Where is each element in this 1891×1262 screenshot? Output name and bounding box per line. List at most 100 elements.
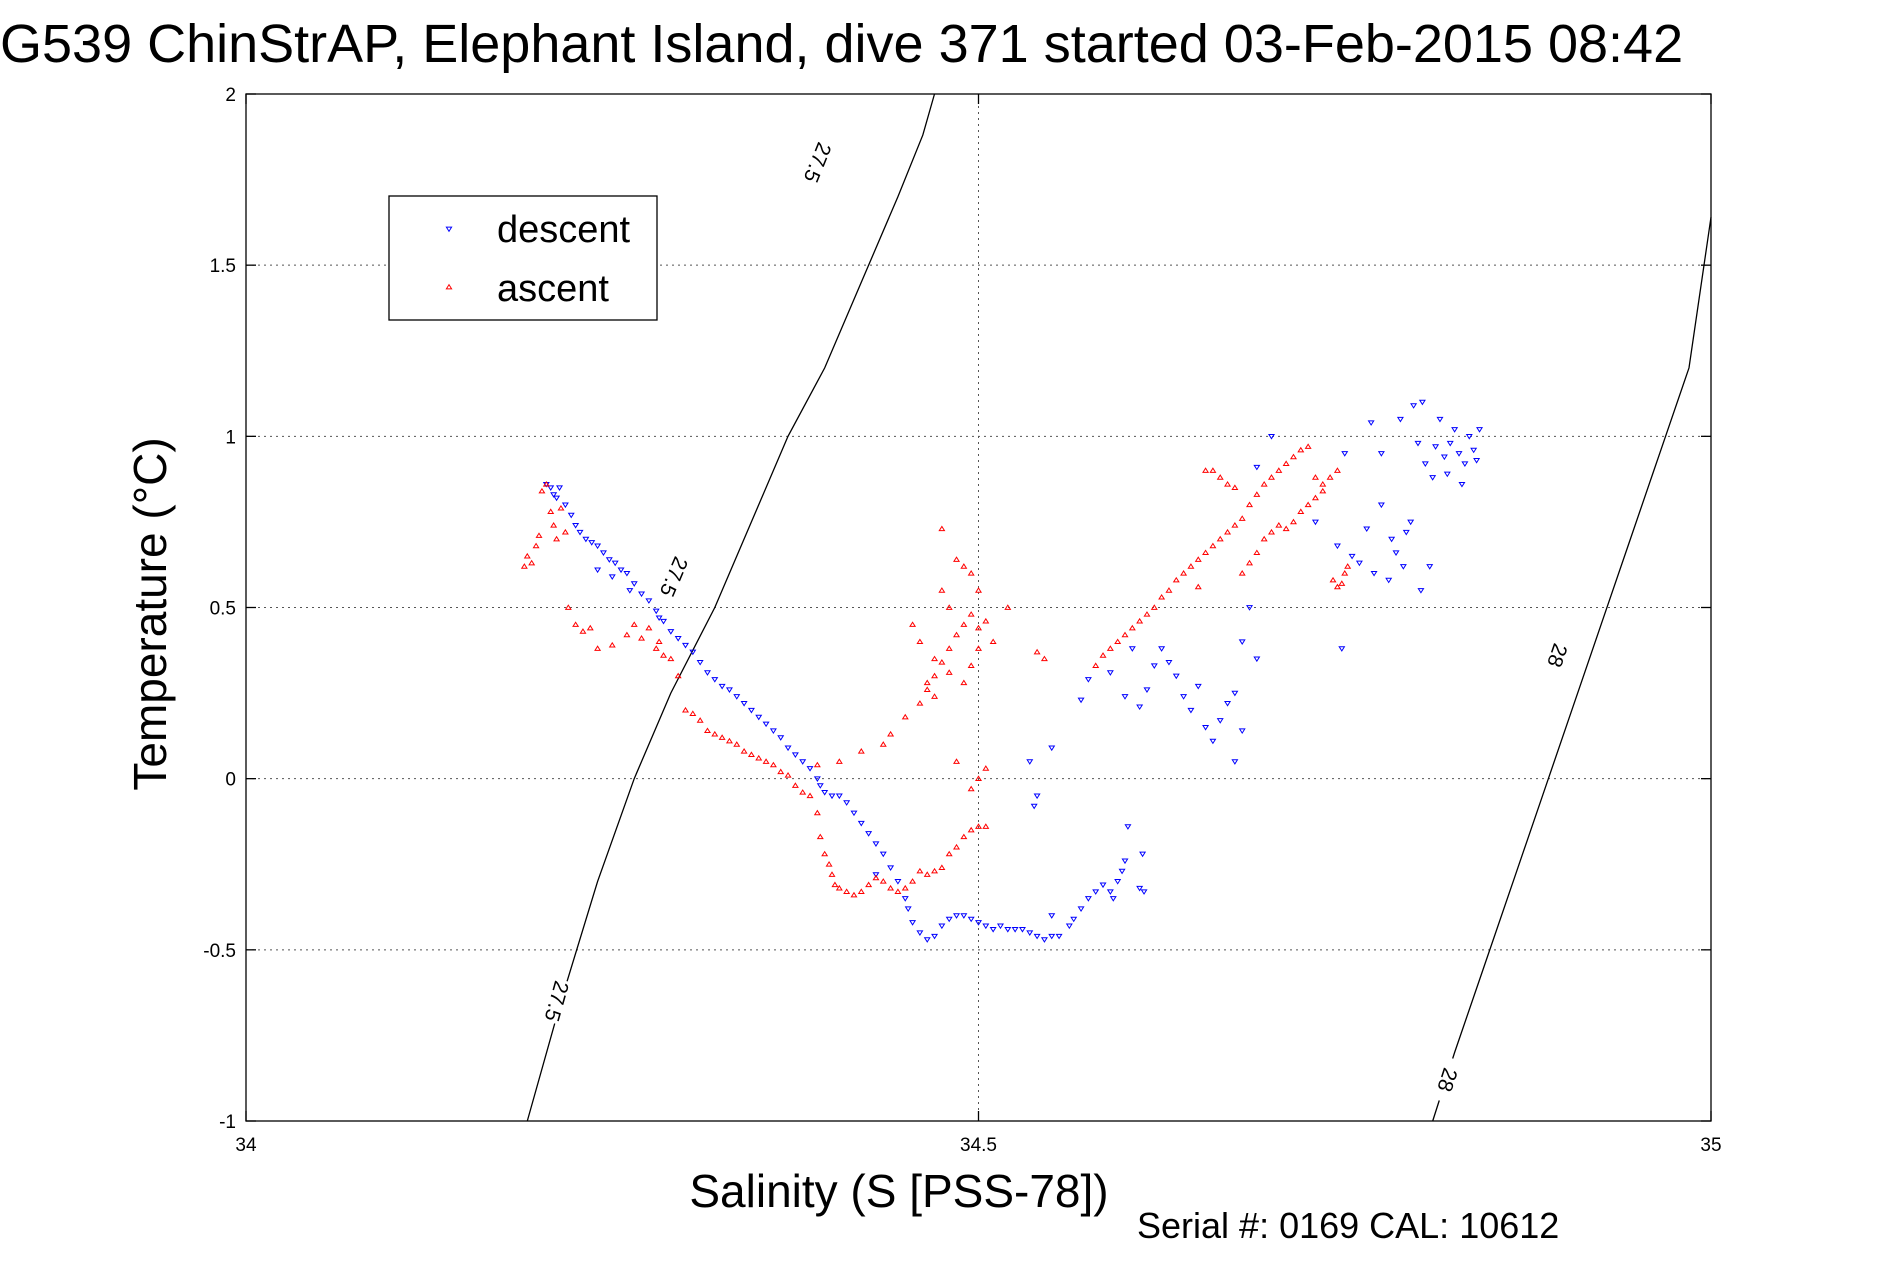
descent-point: [1136, 704, 1144, 711]
ascent-point: [1202, 549, 1210, 556]
ascent-point: [931, 672, 939, 679]
descent-point: [1470, 447, 1478, 454]
descent-point: [594, 567, 602, 574]
descent-point: [1461, 461, 1469, 468]
descent-point: [996, 923, 1004, 930]
descent-point: [1267, 434, 1276, 440]
ascent-point: [894, 888, 902, 894]
ascent-point: [1304, 501, 1312, 508]
ascent-point: [725, 737, 733, 744]
ascent-point: [879, 741, 887, 747]
descent-point: [1396, 416, 1404, 423]
ascent-point: [989, 638, 997, 645]
descent-point: [1348, 553, 1356, 560]
ascent-point: [1282, 460, 1290, 467]
ascent-point: [974, 775, 983, 781]
ascent-point: [1187, 563, 1195, 569]
ascent-point: [1004, 604, 1012, 610]
ascent-point: [608, 641, 616, 648]
contour-label-bg: [538, 976, 576, 1026]
ascent-point: [623, 631, 631, 638]
descent-point: [1338, 646, 1346, 652]
ascent-point: [791, 782, 799, 788]
ascent-point: [1106, 645, 1114, 651]
descent-point: [1418, 399, 1426, 406]
ascent-point: [1158, 593, 1166, 600]
descent-point: [821, 790, 829, 796]
ascent-point: [1289, 453, 1297, 460]
descent-point: [909, 920, 917, 926]
descent-point: [799, 759, 807, 765]
descent-point: [1440, 454, 1448, 461]
descent-point: [1150, 663, 1158, 669]
ascent-point: [828, 871, 836, 877]
ascent-point: [1319, 480, 1327, 487]
descent-point: [1451, 427, 1459, 433]
descent-point: [1106, 670, 1114, 676]
ascent-point: [645, 624, 653, 631]
ascent-point: [769, 761, 777, 768]
ascent-point: [1238, 515, 1246, 521]
ascent-point: [553, 535, 561, 542]
ascent-point: [1344, 563, 1352, 569]
ascent-point: [1121, 631, 1129, 638]
descent-point: [1370, 570, 1378, 577]
descent-point: [594, 543, 602, 550]
ascent-point: [850, 891, 858, 898]
y-tick-label: -1: [219, 1112, 236, 1133]
descent-point: [1121, 694, 1129, 700]
descent-point: [835, 793, 843, 800]
descent-point: [1128, 646, 1136, 652]
descent-point: [1402, 529, 1410, 536]
descent-point: [623, 570, 631, 577]
ascent-point: [1099, 652, 1107, 658]
ascent-point: [831, 881, 839, 888]
descent-point: [740, 701, 748, 707]
descent-point: [1065, 923, 1073, 930]
ascent-point: [938, 864, 946, 870]
legend-marker-ascent-shape: [445, 283, 453, 290]
descent-point: [630, 581, 638, 587]
descent-point: [1399, 564, 1407, 570]
legend-marker-descent: [445, 226, 453, 233]
descent-point: [887, 865, 895, 871]
ascent-point: [1319, 487, 1327, 494]
descent-point: [1114, 879, 1122, 885]
ascent-point: [542, 480, 550, 487]
ascent-point: [1150, 604, 1158, 610]
descent-point: [1436, 416, 1444, 423]
ascent-point: [538, 487, 546, 494]
ascent-point: [982, 617, 990, 624]
ascent-point: [1040, 655, 1048, 662]
ascent-point: [523, 552, 531, 559]
data-points: [520, 399, 1484, 943]
ascent-point: [1202, 467, 1210, 473]
ascent-point: [1275, 522, 1283, 528]
descent-point: [828, 793, 836, 800]
descent-point: [1139, 851, 1147, 858]
descent-point: [1246, 605, 1254, 611]
descent-point: [850, 810, 858, 817]
ascent-point: [777, 768, 785, 775]
ascent-point: [953, 758, 961, 764]
descent-point: [1231, 759, 1239, 765]
ascent-point: [799, 789, 807, 795]
descent-point: [747, 707, 755, 714]
ascent-point: [667, 655, 675, 662]
ascent-point: [953, 631, 961, 638]
ascent-point: [1231, 522, 1239, 528]
legend-label-ascent: ascent: [497, 268, 609, 310]
ascent-point: [740, 747, 748, 754]
descent-point: [777, 735, 785, 741]
ascent-point: [1329, 576, 1337, 583]
descent-point: [1421, 461, 1429, 468]
descent-point: [1048, 933, 1056, 940]
ascent-point: [909, 878, 917, 884]
ascent-point: [938, 658, 946, 665]
descent-point: [1140, 889, 1148, 895]
ascent-point: [967, 569, 975, 576]
descent-point: [1026, 930, 1034, 937]
descent-point: [703, 670, 711, 676]
descent-point: [901, 896, 909, 902]
descent-point: [813, 776, 821, 782]
